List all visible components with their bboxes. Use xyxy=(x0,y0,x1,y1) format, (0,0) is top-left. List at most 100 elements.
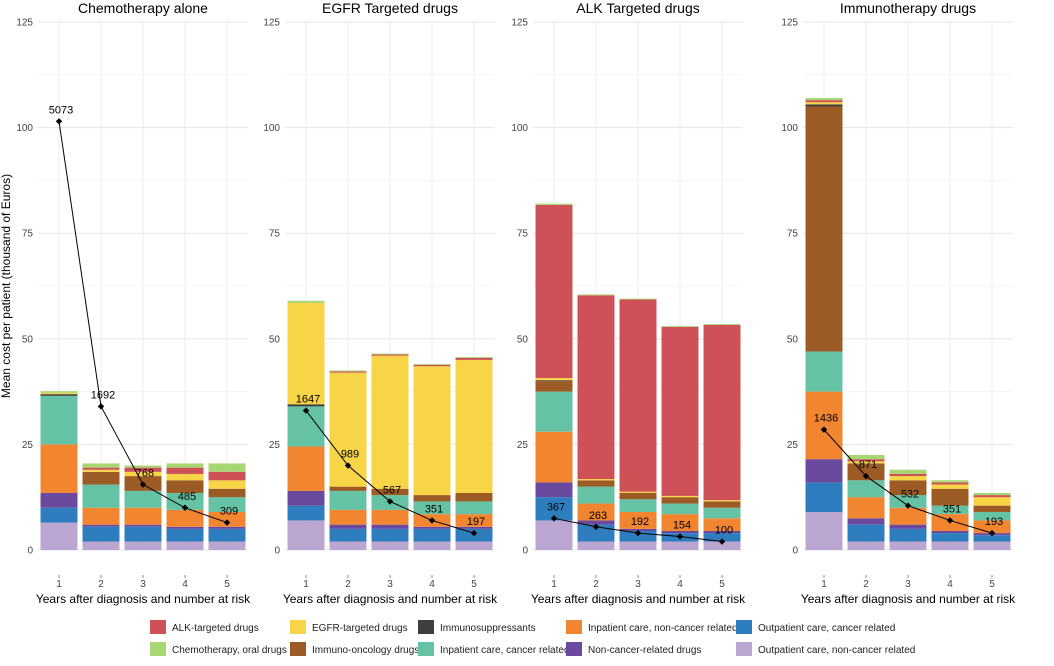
panel-title: EGFR Targeted drugs xyxy=(322,0,458,16)
bar-segment xyxy=(82,507,120,525)
risk-point xyxy=(55,118,63,125)
y-tick-label: 50 xyxy=(269,334,281,345)
bar-segment xyxy=(619,299,657,492)
bar-segment xyxy=(805,102,843,105)
bar-segment xyxy=(208,541,246,550)
bar-segment xyxy=(166,526,204,529)
x-tick-label: 1 xyxy=(303,579,309,590)
y-tick-label: 75 xyxy=(787,229,799,240)
bar-segment xyxy=(371,353,409,355)
bar-segment xyxy=(805,391,843,460)
bar-segment xyxy=(124,471,162,477)
bar-segment xyxy=(847,454,885,460)
bar-segment xyxy=(208,463,246,472)
bar-segment xyxy=(124,526,162,542)
bar-segment xyxy=(889,469,927,474)
risk-point xyxy=(302,407,310,414)
number-at-risk-label: 1436 xyxy=(814,413,838,425)
bar-segment xyxy=(329,541,367,550)
bar-segment xyxy=(329,490,367,510)
bar-segment xyxy=(287,505,325,521)
bar-segment xyxy=(805,100,843,103)
bar-segment xyxy=(889,476,927,481)
bar-segment xyxy=(413,501,451,515)
bar-segment xyxy=(847,541,885,550)
y-tick-label: 50 xyxy=(787,334,799,345)
bar-segment xyxy=(847,461,885,464)
bar-segment xyxy=(166,480,204,493)
y-axis-title: Mean cost per patient (thousand of Euros… xyxy=(0,174,13,398)
bar-segment xyxy=(535,380,573,382)
bar-segment xyxy=(208,497,246,512)
bar-segment xyxy=(931,505,969,515)
y-tick-label: 75 xyxy=(269,229,281,240)
number-at-risk-label: 351 xyxy=(943,503,961,515)
bar-segment xyxy=(329,372,367,487)
x-tick-label: 1 xyxy=(56,579,62,590)
bar-segment xyxy=(124,541,162,550)
bar-segment xyxy=(703,507,741,519)
bar-segment xyxy=(973,511,1011,521)
x-tick-label: 5 xyxy=(719,579,725,590)
y-tick-label: 0 xyxy=(274,546,280,557)
number-at-risk-label: 154 xyxy=(673,519,691,531)
number-at-risk-label: 263 xyxy=(589,510,607,522)
bar-segment xyxy=(208,471,246,481)
bar-segment xyxy=(805,482,843,512)
bar-segment xyxy=(40,522,78,550)
bar-segment xyxy=(371,541,409,550)
bar-segment xyxy=(973,497,1011,506)
panel-title: Chemotherapy alone xyxy=(78,0,208,16)
legend-swatch xyxy=(566,620,582,634)
bar-segment xyxy=(371,524,409,529)
y-tick-label: 25 xyxy=(517,440,529,451)
bar-segment xyxy=(82,471,120,485)
x-tick-label: 4 xyxy=(182,579,188,590)
bar-segment xyxy=(931,530,969,534)
bar-segment xyxy=(889,480,927,496)
bar-segment xyxy=(889,507,927,525)
bar-segment xyxy=(124,490,162,508)
bar-segment xyxy=(931,488,969,506)
bar-segment xyxy=(577,520,615,525)
bar-segment xyxy=(577,541,615,550)
bar-segment xyxy=(413,364,451,367)
bar-segment xyxy=(661,326,699,327)
bar-segment xyxy=(535,482,573,498)
y-tick-label: 75 xyxy=(517,229,529,240)
bar-segment xyxy=(329,486,367,491)
bar-segment xyxy=(847,518,885,525)
y-tick-label: 100 xyxy=(16,123,33,134)
x-tick-label: 4 xyxy=(677,579,683,590)
bar-segment xyxy=(661,541,699,550)
bar-segment xyxy=(535,520,573,550)
risk-point xyxy=(139,481,147,488)
bar-segment xyxy=(166,509,204,527)
bar-segment xyxy=(166,492,204,510)
bar-segment xyxy=(619,491,657,493)
risk-point xyxy=(718,538,726,545)
bar-segment xyxy=(287,404,325,407)
x-axis-title: Years after diagnosis and number at risk xyxy=(801,592,1016,606)
legend-swatch xyxy=(150,620,166,634)
bar-segment xyxy=(847,480,885,498)
bar-segment xyxy=(805,351,843,392)
x-tick-label: 2 xyxy=(345,579,351,590)
legend-label: Outpatient care, non-cancer related xyxy=(758,645,915,656)
legend-label: Non-cancer-related drugs xyxy=(588,645,701,656)
risk-point xyxy=(181,504,189,511)
y-tick-label: 125 xyxy=(511,18,528,29)
y-tick-label: 50 xyxy=(517,334,529,345)
bar-segment xyxy=(40,391,78,393)
bar-segment xyxy=(889,524,927,529)
y-tick-label: 25 xyxy=(269,440,281,451)
risk-point xyxy=(550,515,558,522)
risk-point xyxy=(820,426,828,433)
bar-segment xyxy=(455,526,493,529)
bar-segment xyxy=(287,300,325,303)
bar-segment xyxy=(619,492,657,500)
bar-segment xyxy=(413,528,451,542)
bar-segment xyxy=(287,490,325,506)
